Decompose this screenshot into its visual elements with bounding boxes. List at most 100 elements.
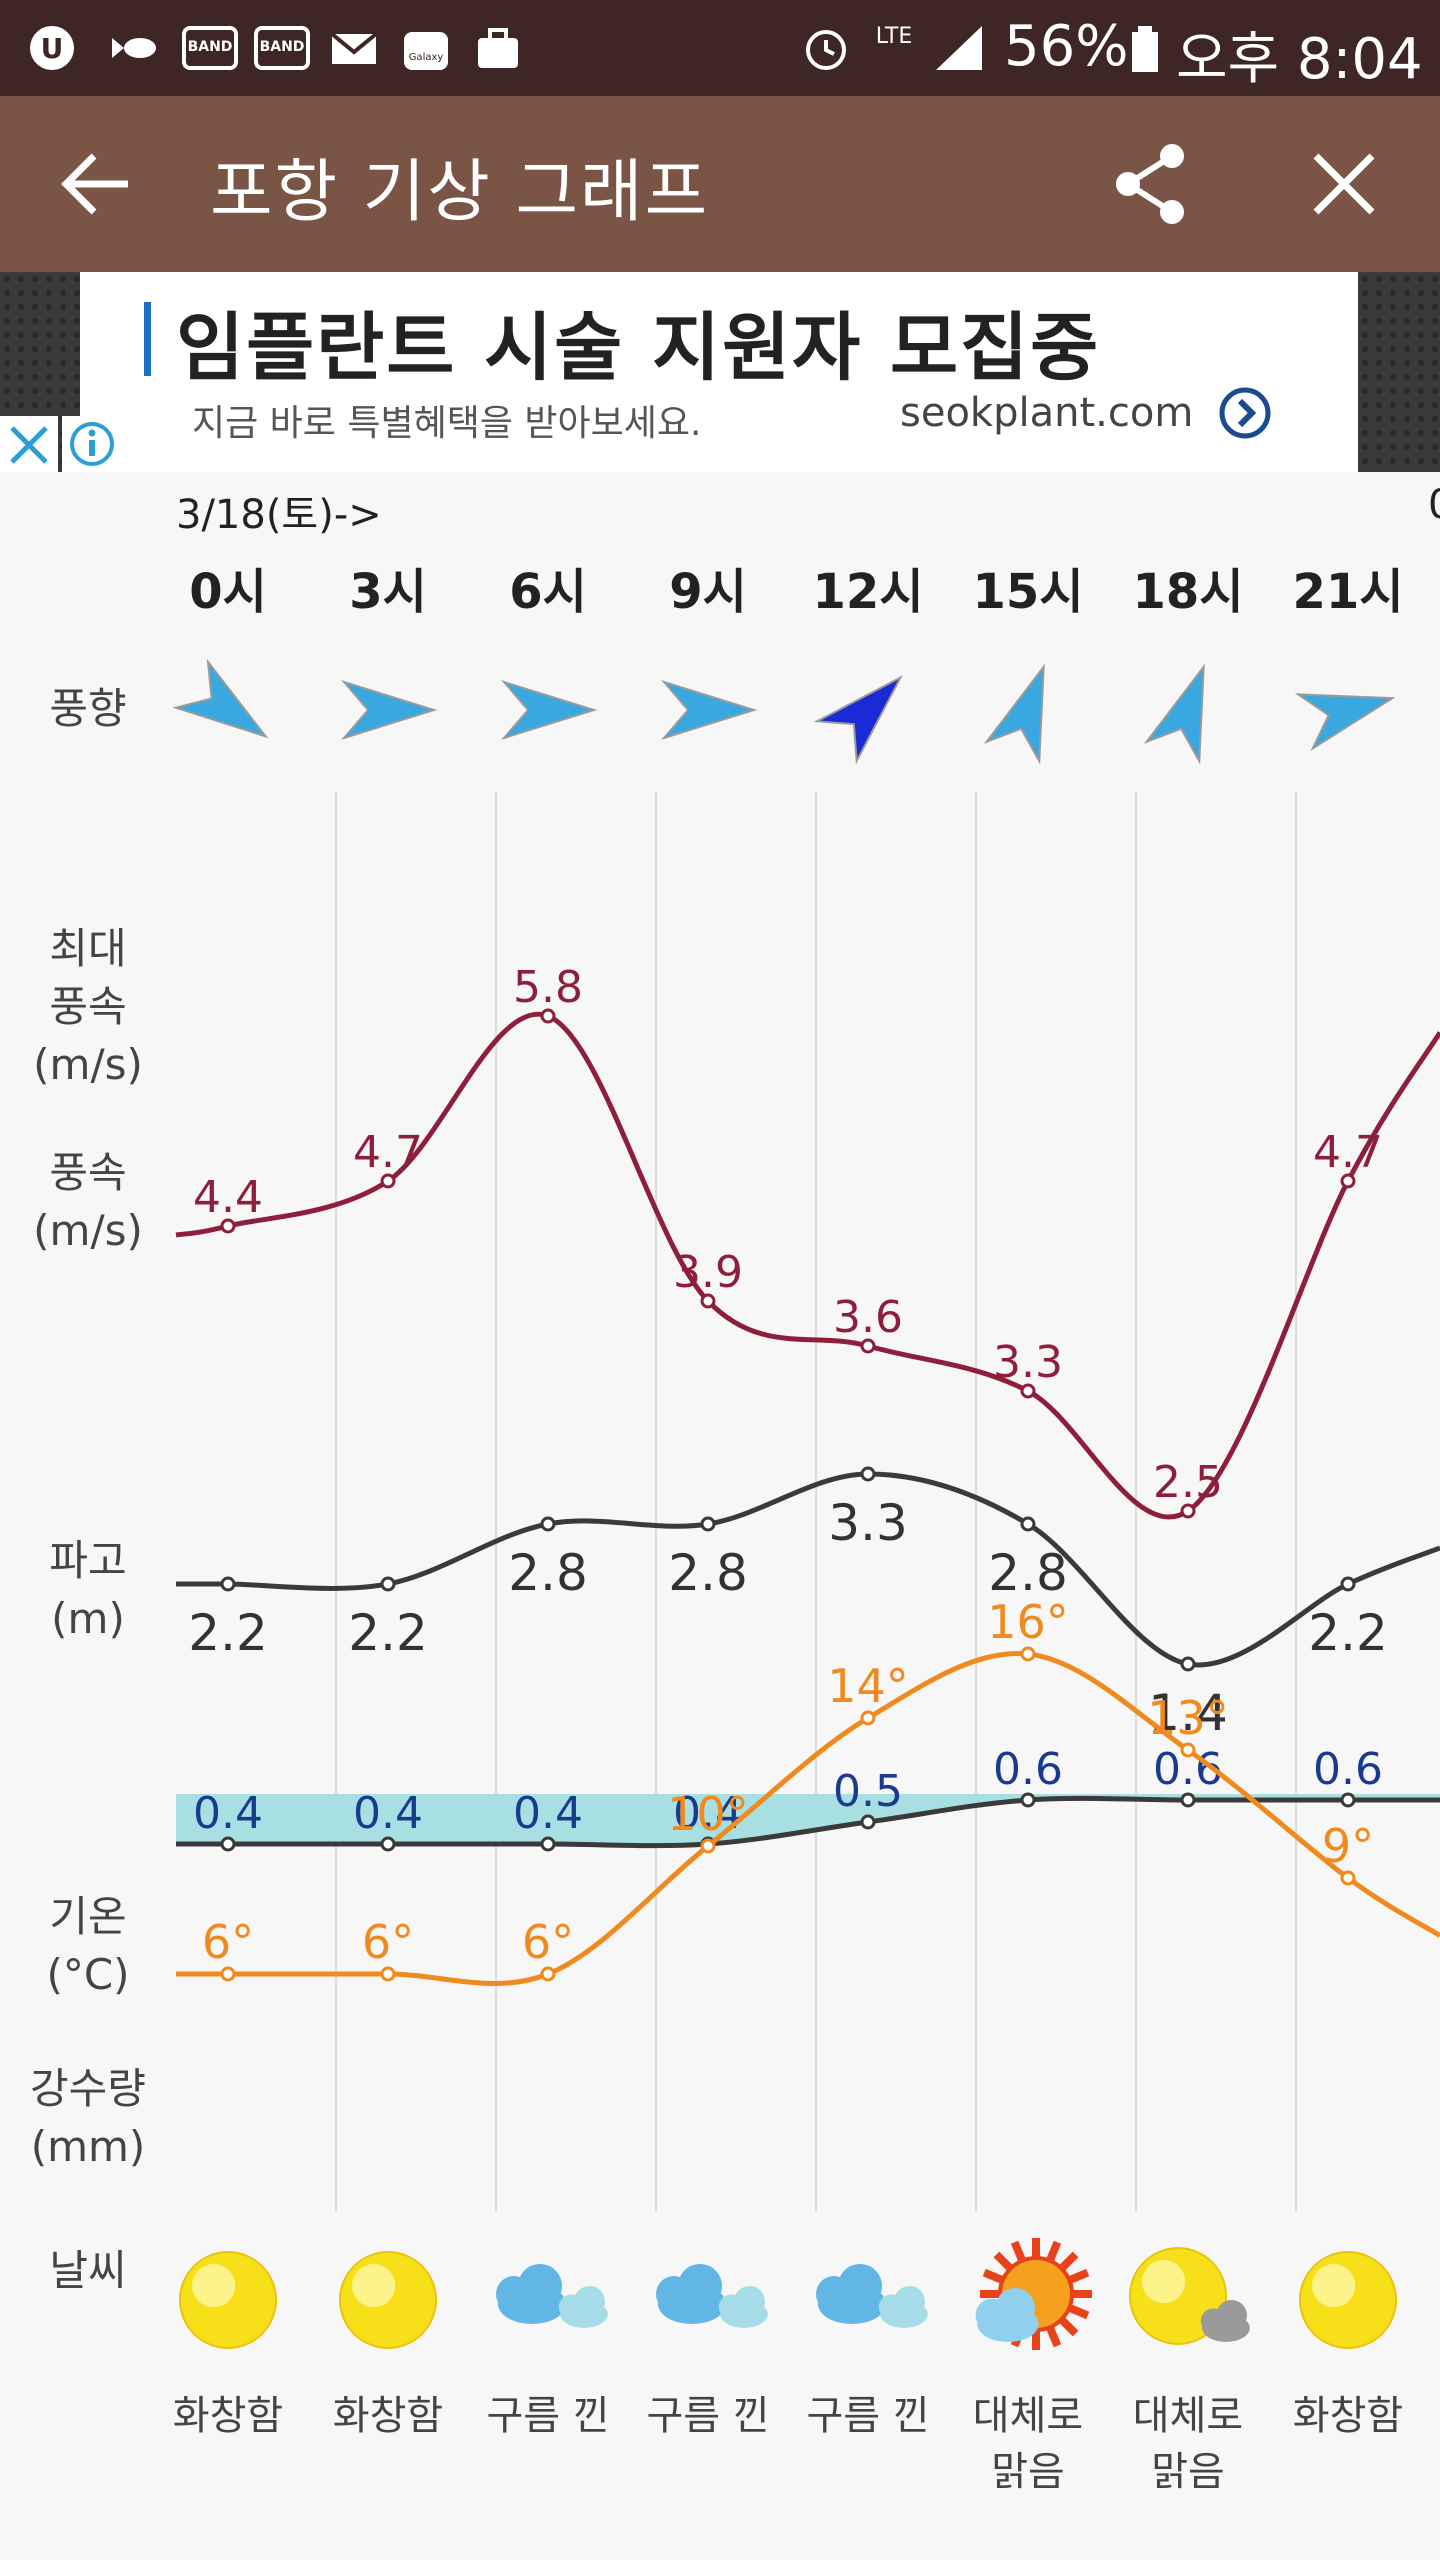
max-wind-point [1340, 1173, 1356, 1189]
wind-direction-arrow-icon [172, 658, 269, 739]
ad-banner[interactable]: 임플란트 시술 지원자 모집중 지금 바로 특별혜택을 받아보세요. seokp… [0, 272, 1440, 472]
next-date-label: 0 [1428, 482, 1440, 528]
wave-point [220, 1836, 236, 1852]
wind-point [700, 1516, 716, 1532]
cloud-puff [574, 2286, 605, 2317]
ad-subtext[interactable]: 지금 바로 특별혜택을 받아보세요. [192, 403, 702, 444]
arrow-shape [1143, 663, 1205, 765]
wind-direction-arrow-icon [660, 680, 758, 740]
galaxy-label: Galaxy [409, 52, 444, 63]
wind-direction-arrow-icon [813, 675, 903, 765]
weather-condition-text: 화창함 [1292, 2393, 1404, 2439]
max-wind-value: 5.8 [513, 962, 583, 1013]
sun-icon [1299, 2251, 1397, 2349]
chart-plot: 4.4 4.7 5.8 3.9 3.6 3.3 2.5 4.7 2.2 2.2 2.8 2.8 3.3 2… [172, 658, 1440, 2350]
wind-direction-arrow-icon [500, 680, 598, 740]
arrow-shape [500, 680, 598, 740]
arrow-shape [1294, 693, 1396, 752]
max-wind-point [860, 1338, 876, 1354]
date-label: 3/18(토)-> [176, 492, 382, 538]
max-wind-value: 4.7 [353, 1127, 423, 1178]
label-weather: 날씨 [49, 2246, 127, 2295]
max-wind-point [540, 1008, 556, 1024]
wind-point [1020, 1516, 1036, 1532]
weather-condition-text: 구름 낀 [806, 2393, 930, 2439]
close-icon [10, 426, 48, 464]
info-icon [70, 422, 114, 466]
ad-accent-bar [144, 302, 151, 376]
temperature-value: 14° [827, 1659, 909, 1713]
temperature-value: 9° [1322, 1819, 1374, 1873]
sun-highlight [1312, 2264, 1356, 2308]
wind-value: 3.3 [828, 1494, 908, 1552]
briefcase-icon [470, 22, 526, 74]
weather-condition-text: 화창함 [172, 2393, 284, 2439]
sun-highlight [352, 2264, 396, 2308]
alarm-icon [798, 22, 854, 74]
wave-value: 0.4 [673, 1788, 743, 1839]
arrow-left-icon [61, 153, 128, 215]
hour-label: 9시 [669, 564, 747, 620]
max-wind-point [220, 1218, 236, 1234]
cloud-puff [838, 2264, 882, 2308]
label-max-wind: 최대 풍속 (m/s) [33, 924, 143, 1089]
wind-line [176, 1471, 1440, 1668]
close-button[interactable] [1296, 136, 1392, 232]
label-wave: 파고 (m) [49, 1536, 127, 1643]
battery-percent: 56% [1004, 14, 1129, 79]
wind-value: 2.2 [188, 1604, 268, 1662]
max-wind-value: 3.6 [833, 1292, 903, 1343]
weather-condition-text: 대체로 맑음 [1132, 2393, 1244, 2495]
fish-icon [110, 22, 166, 74]
temperature-point [220, 1966, 236, 1982]
wave-point [380, 1836, 396, 1852]
wind-value: 2.8 [988, 1544, 1068, 1602]
wind-point [540, 1516, 556, 1532]
wind-value: 2.8 [508, 1544, 588, 1602]
ad-info-button[interactable] [62, 416, 122, 472]
max-wind-point [380, 1173, 396, 1189]
temperature-value: 16° [987, 1595, 1069, 1649]
max-wind-line [175, 1011, 1440, 1520]
max-wind-point [1020, 1383, 1036, 1399]
wave-value: 0.6 [1313, 1744, 1383, 1795]
hour-label: 12시 [812, 564, 924, 620]
close-icon [1313, 153, 1375, 215]
cloud-puff [1216, 2300, 1247, 2331]
wind-point [1340, 1576, 1356, 1592]
ad-close-button[interactable] [0, 416, 58, 472]
sun-icon [339, 2251, 437, 2349]
temperature-point [1020, 1646, 1036, 1662]
share-button[interactable] [1104, 136, 1200, 232]
signal-icon [932, 22, 988, 74]
wave-point [1020, 1792, 1036, 1808]
hour-label: 0시 [189, 564, 267, 620]
back-button[interactable] [50, 136, 146, 232]
temperature-point [700, 1838, 716, 1854]
wave-point [1180, 1792, 1196, 1808]
sun-cloud-icon [1129, 2247, 1250, 2345]
label-precip: 강수량 (mm) [30, 2064, 146, 2171]
weather-chart[interactable]: 3/18(토)-> 0 0시 3시 6시 9시 12시 15시 18시 21시 풍향 최대풍속… [0, 472, 1440, 2560]
arrow-shape [813, 675, 903, 765]
arrow-shape [660, 680, 758, 740]
arrow-shape [340, 680, 438, 740]
chevron-right-icon[interactable] [1218, 386, 1272, 440]
ad-headline[interactable]: 임플란트 시술 지원자 모집중 [176, 305, 1101, 391]
share-icon [1116, 144, 1184, 224]
wind-direction-arrow-icon [1143, 663, 1205, 765]
temperature-value: 6° [202, 1915, 254, 1969]
temperature-value: 13° [1147, 1691, 1229, 1745]
hour-label: 3시 [349, 564, 427, 620]
label-wind: 풍속 (m/s) [33, 1148, 143, 1255]
ad-domain[interactable]: seokplant.com [900, 390, 1194, 436]
ad-card[interactable]: 임플란트 시술 지원자 모집중 지금 바로 특별혜택을 받아보세요. seokp… [80, 272, 1358, 472]
wave-value: 0.4 [193, 1788, 263, 1839]
weather-condition-text: 화창함 [332, 2393, 444, 2439]
temperature-value: 6° [362, 1915, 414, 1969]
mail-icon [326, 22, 382, 74]
wave-point [1340, 1792, 1356, 1808]
max-wind-value: 3.9 [673, 1247, 743, 1298]
sun-cloud-icon [975, 2238, 1092, 2350]
page-title: 포항 기상 그래프 [210, 153, 710, 232]
